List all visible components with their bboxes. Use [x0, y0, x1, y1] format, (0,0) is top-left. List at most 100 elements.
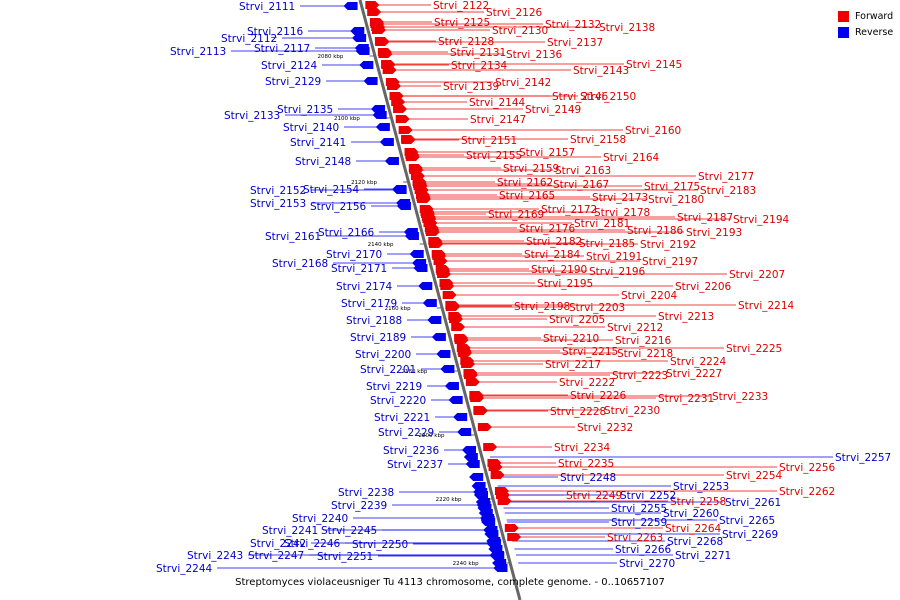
forward-gene-glyph: [440, 282, 455, 290]
forward-gene-glyph: [497, 497, 512, 505]
reverse-gene-label: Strvi_2255: [611, 503, 667, 515]
forward-gene-label: Strvi_2195: [537, 278, 593, 290]
forward-gene-glyph: [401, 136, 416, 144]
kbp-tick-labels: 2080 kbp 2100 kbp 2120 kbp 2140 kbp 2160 kbp…: [317, 54, 509, 567]
reverse-gene-glyph: [379, 138, 394, 146]
kbp-mark-label: 2160 kbp: [385, 306, 411, 312]
forward-gene-label: Strvi_2218: [617, 348, 673, 360]
forward-gene-glyph: [365, 1, 380, 9]
map-caption: Streptomyces violaceusniger Tu 4113 chro…: [235, 577, 665, 588]
reverse-gene-label: Strvi_2268: [667, 536, 723, 548]
forward-gene-glyph: [488, 463, 503, 471]
reverse-gene-label: Strvi_2221: [374, 412, 430, 424]
forward-gene-label: Strvi_2213: [658, 311, 714, 323]
forward-gene-label: Strvi_2215: [562, 346, 618, 358]
forward-gene-label: Strvi_2186: [627, 225, 684, 237]
forward-gene-glyph: [429, 240, 444, 248]
forward-gene-label: Strvi_2206: [675, 281, 732, 293]
reverse-gene-label: Strvi_2141: [290, 137, 346, 149]
forward-gene-glyph: [461, 360, 476, 368]
reverse-gene-label: Strvi_2153: [250, 198, 306, 210]
forward-gene-glyph: [425, 228, 440, 236]
forward-gene-label: Strvi_2149: [525, 104, 581, 116]
forward-gene-glyph: [381, 60, 396, 68]
forward-gene-label: Strvi_2132: [545, 19, 601, 31]
forward-gene-label: Strvi_2197: [642, 256, 698, 268]
reverse-gene-label: Strvi_2116: [247, 26, 304, 38]
forward-gene-label: Strvi_2232: [577, 422, 633, 434]
legend-reverse-label: Reverse: [855, 26, 894, 38]
forward-swatch: [838, 10, 849, 22]
reverse-gene-glyph: [440, 365, 455, 373]
forward-gene-label: Strvi_2207: [729, 269, 785, 281]
forward-gene-label: Strvi_2235: [558, 458, 614, 470]
forward-gene-label: Strvi_2138: [599, 22, 655, 34]
reverse-gene-label: Strvi_2250: [352, 539, 408, 551]
forward-gene-label: Strvi_2165: [499, 190, 555, 202]
reverse-gene-label: Strvi_2236: [383, 445, 440, 457]
forward-gene-label: Strvi_2158: [570, 134, 626, 146]
reverse-gene-glyph: [444, 382, 459, 390]
reverse-gene-label: Strvi_2148: [295, 156, 351, 168]
forward-gene-label: Strvi_2169: [488, 209, 544, 221]
forward-gene-label: Strvi_2256: [779, 462, 836, 474]
reverse-gene-label: Strvi_2220: [370, 395, 426, 407]
forward-gene-label: Strvi_2145: [626, 59, 682, 71]
forward-gene-glyph: [386, 82, 401, 90]
kbp-mark-label: 2120 kbp: [351, 180, 377, 186]
reverse-gene-label: Strvi_2219: [366, 381, 422, 393]
forward-gene-label: Strvi_2162: [497, 177, 553, 189]
forward-gene-label: Strvi_2228: [550, 406, 606, 418]
forward-gene-label: Strvi_2130: [492, 25, 548, 37]
reverse-gene-label: Strvi_2124: [261, 60, 318, 72]
forward-gene-glyph: [465, 378, 480, 386]
reverse-gene-glyph: [413, 264, 428, 272]
reverse-gene-label: Strvi_2246: [284, 538, 341, 550]
forward-gene-label: Strvi_2191: [586, 251, 642, 263]
reverse-gene-glyph: [403, 228, 418, 236]
reverse-gene-glyph: [350, 27, 365, 35]
forward-gene-glyph: [378, 50, 393, 58]
forward-gene-label: Strvi_2196: [589, 266, 646, 278]
kbp-mark-label: 2220 kbp: [436, 497, 462, 503]
forward-gene-label: Strvi_2222: [559, 377, 615, 389]
forward-gene-glyph: [398, 126, 413, 134]
forward-gene-label: Strvi_2194: [733, 214, 790, 226]
forward-gene-label: Strvi_2143: [573, 65, 629, 77]
forward-gene-label: Strvi_2155: [466, 150, 522, 162]
forward-gene-glyph: [371, 23, 386, 31]
forward-gene-glyph: [458, 349, 473, 357]
forward-gene-glyph: [473, 406, 488, 414]
reverse-gene-label: Strvi_2243: [187, 550, 243, 562]
reverse-gene-label: Strvi_2271: [675, 550, 731, 562]
gene-labels: Strvi_2122Strvi_2126Strvi_2125Strvi_2130…: [156, 0, 891, 575]
forward-gene-label: Strvi_2177: [698, 171, 754, 183]
forward-gene-label: Strvi_2185: [579, 238, 635, 250]
forward-gene-label: Strvi_2263: [607, 532, 663, 544]
forward-gene-glyph: [433, 257, 448, 265]
reverse-gene-glyph: [463, 453, 478, 461]
reverse-gene-label: Strvi_2188: [346, 315, 402, 327]
forward-gene-label: Strvi_2227: [666, 368, 722, 380]
forward-gene-label: Strvi_2151: [461, 135, 517, 147]
forward-gene-label: Strvi_2164: [603, 152, 660, 164]
forward-gene-label: Strvi_2172: [541, 204, 597, 216]
reverse-gene-glyph: [471, 482, 486, 490]
forward-gene-glyph: [375, 38, 390, 46]
forward-gene-label: Strvi_2163: [555, 165, 611, 177]
reverse-gene-label: Strvi_2238: [338, 487, 394, 499]
kbp-mark-label: 2180 kbp: [401, 369, 427, 375]
forward-gene-glyph: [451, 323, 466, 331]
reverse-gene-label: Strvi_2240: [292, 513, 348, 525]
forward-gene-label: Strvi_2128: [438, 36, 494, 48]
reverse-gene-glyph: [481, 518, 496, 526]
reverse-gene-label: Strvi_2257: [835, 452, 891, 464]
forward-gene-label: Strvi_2181: [574, 218, 630, 230]
forward-gene-glyph: [470, 394, 485, 402]
gene-glyphs: [343, 1, 522, 572]
reverse-gene-label: Strvi_2170: [326, 249, 382, 261]
reverse-gene-label: Strvi_2269: [722, 529, 778, 541]
reverse-gene-glyph: [457, 428, 472, 436]
reverse-gene-label: Strvi_2261: [725, 497, 781, 509]
